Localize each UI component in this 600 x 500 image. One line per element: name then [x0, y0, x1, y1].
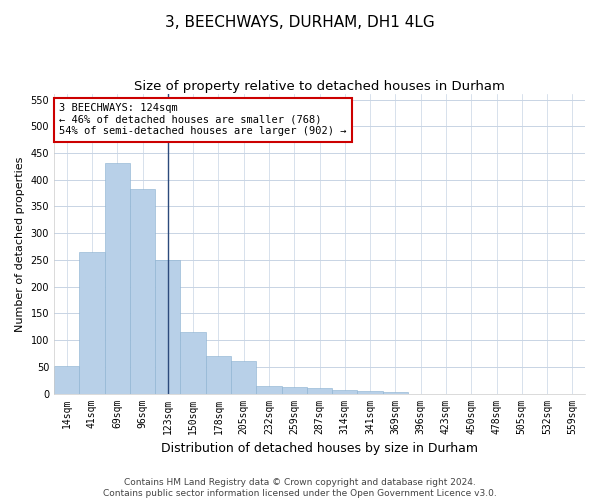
Bar	[281, 387, 307, 394]
Bar	[206, 356, 231, 394]
Text: 3, BEECHWAYS, DURHAM, DH1 4LG: 3, BEECHWAYS, DURHAM, DH1 4LG	[165, 15, 435, 30]
Bar	[332, 390, 358, 394]
Bar	[181, 332, 206, 394]
X-axis label: Distribution of detached houses by size in Durham: Distribution of detached houses by size …	[161, 442, 478, 455]
Text: Contains HM Land Registry data © Crown copyright and database right 2024.
Contai: Contains HM Land Registry data © Crown c…	[103, 478, 497, 498]
Bar	[130, 190, 155, 394]
Bar	[307, 388, 332, 394]
Bar	[358, 391, 383, 394]
Bar	[383, 392, 408, 394]
Bar	[256, 386, 281, 394]
Title: Size of property relative to detached houses in Durham: Size of property relative to detached ho…	[134, 80, 505, 93]
Bar	[104, 162, 130, 394]
Bar	[79, 252, 104, 394]
Bar	[155, 260, 181, 394]
Bar	[54, 366, 79, 394]
Text: 3 BEECHWAYS: 124sqm
← 46% of detached houses are smaller (768)
54% of semi-detac: 3 BEECHWAYS: 124sqm ← 46% of detached ho…	[59, 103, 347, 136]
Bar	[231, 362, 256, 394]
Y-axis label: Number of detached properties: Number of detached properties	[15, 156, 25, 332]
